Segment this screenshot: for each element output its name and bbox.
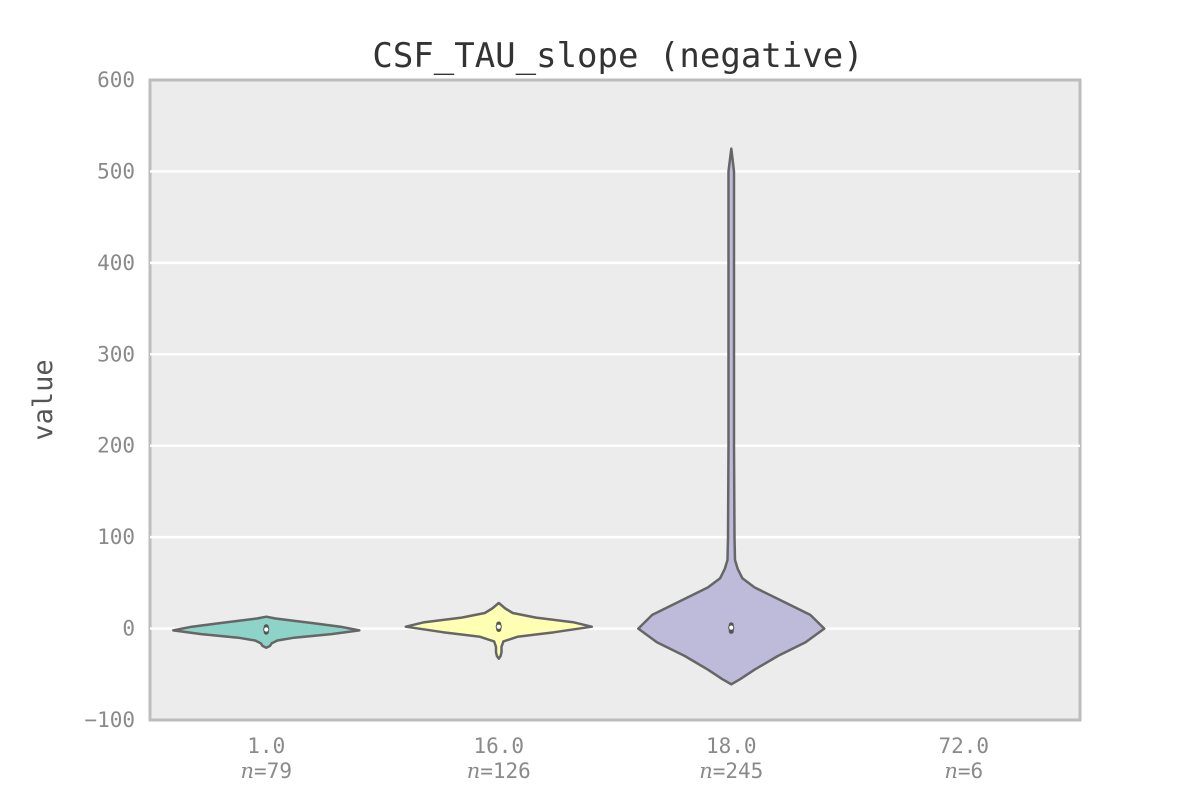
- y-tick-label: 300: [97, 342, 135, 366]
- sample-size-label: n=245: [699, 759, 763, 783]
- y-axis-label: value: [28, 359, 59, 440]
- sample-size-label: n=126: [467, 759, 531, 783]
- violins: [172, 147, 826, 686]
- x-tick-label: 72.0: [938, 734, 989, 758]
- plot-area: [148, 78, 1082, 722]
- sample-size-label: n=79: [241, 759, 292, 783]
- y-tick-label: 500: [97, 159, 135, 183]
- x-tick-labels: 1.0n=79 16.0n=126 18.0n=245 72.0n=6: [241, 734, 990, 783]
- violin-median-point: [728, 624, 735, 631]
- y-tick-label: 0: [122, 617, 135, 641]
- sample-size-label: n=6: [944, 759, 983, 783]
- chart-title: CSF_TAU_slope (negative): [372, 36, 863, 76]
- x-tick-label: 16.0: [473, 734, 524, 758]
- y-tick-label: 100: [97, 525, 135, 549]
- y-tick-label: −100: [84, 708, 135, 732]
- violin-median-point: [263, 626, 270, 633]
- violin-body: [637, 147, 826, 686]
- y-tick-label: 400: [97, 251, 135, 275]
- y-tick-labels: −100 0 100 200 300 400 500 600: [84, 68, 135, 732]
- y-tick-label: 600: [97, 68, 135, 92]
- x-tick-label: 18.0: [706, 734, 757, 758]
- x-tick-label: 1.0: [247, 734, 285, 758]
- violin-median-point: [495, 623, 502, 630]
- y-tick-label: 200: [97, 434, 135, 458]
